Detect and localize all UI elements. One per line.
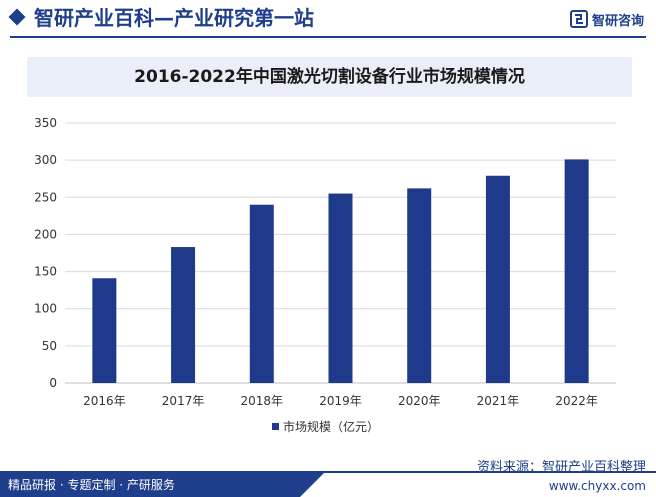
header-divider [10, 36, 646, 38]
bar [92, 278, 117, 383]
x-tick-label: 2022年 [555, 394, 598, 408]
x-axis-ticks: 2016年 2017年 2018年 2019年 2020年 2021年 2022年 [83, 394, 598, 408]
legend-swatch [272, 423, 279, 430]
brand-logo[interactable]: 智研咨询 [569, 8, 644, 30]
bar [407, 188, 432, 383]
legend: 市场规模（亿元） [272, 419, 379, 434]
site-title: 智研产业百科—产业研究第一站 [34, 6, 314, 30]
y-tick-label: 150 [34, 265, 57, 279]
site-url[interactable]: www.chyxx.com [548, 479, 646, 493]
footer-tagline: 精品研报 · 专题定制 · 产研服务 [0, 473, 324, 497]
y-tick-label: 0 [49, 376, 57, 390]
x-tick-label: 2020年 [398, 394, 441, 408]
bar [485, 175, 510, 383]
x-tick-label: 2016年 [83, 394, 126, 408]
bar [171, 247, 196, 383]
y-tick-label: 300 [34, 153, 57, 167]
x-tick-label: 2019年 [319, 394, 362, 408]
x-tick-label: 2021年 [477, 394, 520, 408]
chart-title: 2016-2022年中国激光切割设备行业市场规模情况 [134, 67, 525, 87]
footer-divider [0, 471, 656, 473]
bars [92, 159, 589, 383]
legend-label: 市场规模（亿元） [283, 419, 379, 434]
x-tick-label: 2017年 [162, 394, 205, 408]
y-tick-label: 350 [34, 116, 57, 130]
logo-icon [569, 10, 588, 28]
bar [249, 204, 274, 383]
y-tick-label: 50 [42, 339, 57, 353]
chart-title-band: 2016-2022年中国激光切割设备行业市场规模情况 [27, 57, 632, 97]
bar [328, 193, 353, 383]
logo-text: 智研咨询 [591, 13, 644, 29]
bar [564, 159, 589, 383]
y-tick-label: 200 [34, 227, 57, 241]
y-axis-ticks: 0 50 100 150 200 250 300 350 [34, 116, 57, 390]
page-header: 智研产业百科—产业研究第一站 智研咨询 [0, 0, 656, 42]
x-tick-label: 2018年 [241, 394, 284, 408]
y-tick-label: 100 [34, 302, 57, 316]
y-tick-label: 250 [34, 190, 57, 204]
